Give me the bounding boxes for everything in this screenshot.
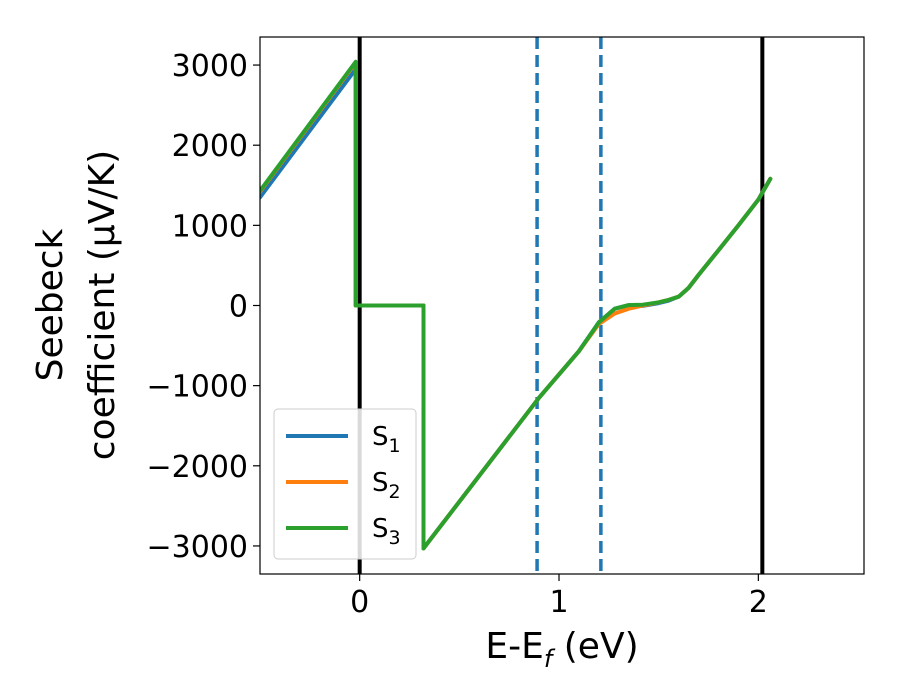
series-layer [260, 59, 773, 551]
x-axis-ticks: 0 1 2 [350, 574, 768, 620]
y-tick-label: 2000 [172, 129, 248, 164]
y-axis-label-line2: coefficient (μV/K) [82, 150, 123, 460]
legend: S1 S2 S3 [273, 408, 417, 560]
y-tick-label: −2000 [147, 450, 248, 485]
legend-label-s2: S2 [372, 468, 401, 503]
x-tick-label: 2 [749, 585, 768, 620]
y-tick-label: 3000 [172, 49, 248, 84]
x-tick-label: 0 [350, 585, 369, 620]
y-tick-label: 1000 [172, 209, 248, 244]
x-tick-label: 1 [549, 585, 568, 620]
legend-label-s3: S3 [372, 514, 401, 549]
y-tick-label: 0 [229, 290, 248, 325]
y-axis-label-line1: Seebeck [30, 228, 71, 381]
y-tick-label: −3000 [147, 530, 248, 565]
x-axis-label: E-Ef (eV) [485, 626, 638, 673]
y-axis-label: Seebeck coefficient (μV/K) [30, 150, 123, 460]
y-axis-ticks: 3000 2000 1000 0 −1000 −2000 −3000 [147, 49, 260, 565]
series-line-s3 [260, 59, 773, 551]
legend-label-s1: S1 [372, 422, 401, 457]
y-tick-label: −1000 [147, 370, 248, 405]
